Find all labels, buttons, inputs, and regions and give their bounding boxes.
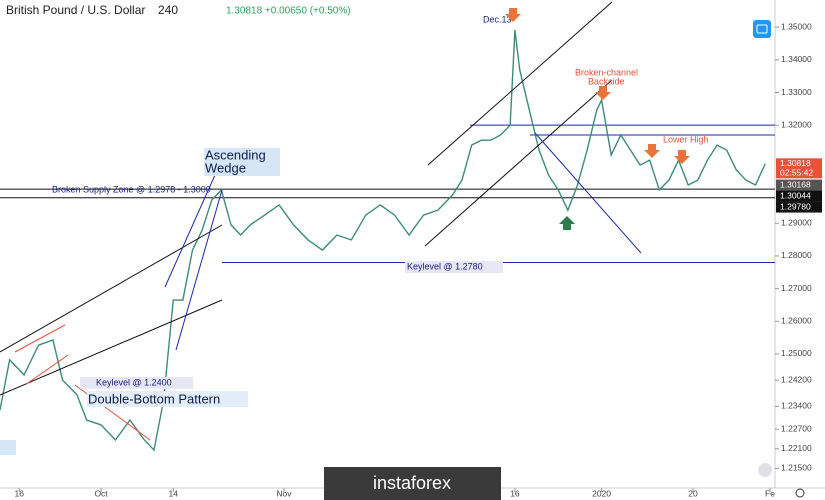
down-arrow bbox=[595, 86, 611, 100]
price-badge-label: 1.29780 bbox=[780, 201, 811, 211]
annotation: Lower High bbox=[663, 134, 709, 144]
channel-line bbox=[427, 1, 613, 166]
down-arrow bbox=[674, 150, 690, 164]
wedge-lines bbox=[164, 132, 642, 351]
down-arrow bbox=[644, 144, 660, 158]
countdown: 02:55:42 bbox=[780, 168, 813, 178]
annotation: Broken-channel bbox=[575, 67, 638, 77]
y-tick-label: 1.34000 bbox=[781, 54, 812, 64]
price-badge bbox=[776, 190, 822, 202]
price-line bbox=[0, 29, 766, 452]
y-tick-label: 1.27000 bbox=[781, 283, 812, 293]
annotation: Ascending bbox=[205, 147, 266, 162]
interval: 240 bbox=[158, 3, 178, 17]
arrows bbox=[505, 8, 690, 164]
x-tick-label: 2020 bbox=[592, 488, 611, 498]
wedge-line bbox=[175, 189, 223, 351]
y-tick-label: 1.24200 bbox=[781, 374, 812, 384]
x-tick-label: 16 bbox=[15, 488, 25, 498]
x-tick-label: 14 bbox=[169, 488, 179, 498]
y-tick-label: 1.33000 bbox=[781, 87, 812, 97]
x-tick-label: Fe bbox=[765, 488, 775, 498]
annotation: Broken Supply Zone @ 1.2978 - 1.3000 bbox=[52, 184, 211, 194]
price-badge bbox=[776, 179, 822, 191]
watermark-box bbox=[324, 467, 501, 500]
price-badge bbox=[776, 158, 822, 170]
channel-line bbox=[0, 299, 223, 396]
price-badge-label: 1.30044 bbox=[780, 190, 811, 200]
label-box bbox=[204, 148, 280, 176]
y-tick-label: 1.21500 bbox=[781, 463, 812, 473]
channel-line bbox=[0, 224, 223, 353]
y-tick-label: 1.22100 bbox=[781, 443, 812, 453]
label-box bbox=[0, 440, 16, 455]
x-tick-label: Nov bbox=[276, 488, 292, 498]
up-arrow bbox=[559, 216, 575, 230]
label-box bbox=[87, 391, 248, 407]
x-tick-label: Oct bbox=[94, 488, 108, 498]
label-box bbox=[80, 377, 193, 389]
annotation: Keylevel @ 1.2780 bbox=[407, 261, 483, 271]
price-badge-label: 1.30168 bbox=[780, 179, 811, 189]
quote: 1.30818 +0.00650 (+0.50%) bbox=[226, 6, 351, 17]
settings-icon[interactable] bbox=[795, 488, 805, 498]
flag-icon bbox=[758, 463, 772, 477]
button-icon bbox=[756, 24, 768, 34]
screenshot-button[interactable] bbox=[753, 20, 771, 38]
y-tick-label: 1.32000 bbox=[781, 119, 812, 129]
wedge-line bbox=[164, 174, 216, 288]
y-tick-label: 1.23400 bbox=[781, 401, 812, 411]
price-badge bbox=[776, 201, 822, 213]
annotation: Backside bbox=[588, 76, 625, 86]
annotation: Wedge bbox=[205, 160, 246, 175]
y-tick-label: 1.35000 bbox=[781, 21, 812, 31]
symbol-title: British Pound / U.S. Dollar bbox=[6, 3, 145, 17]
down-arrow bbox=[505, 8, 521, 22]
price-badge-label: 1.30818 bbox=[780, 158, 811, 168]
annotation: Keylevel @ 1.2400 bbox=[96, 377, 172, 387]
y-tick-label: 1.29000 bbox=[781, 217, 812, 227]
countdown-box bbox=[776, 168, 822, 179]
x-tick-label: 16 bbox=[510, 488, 520, 498]
y-tick-label: 1.26000 bbox=[781, 316, 812, 326]
y-tick-label: 1.22700 bbox=[781, 423, 812, 433]
x-tick-label: 20 bbox=[688, 488, 698, 498]
trend-lines bbox=[0, 1, 613, 396]
y-tick-label: 1.28000 bbox=[781, 250, 812, 260]
annotation: Dec.13 bbox=[483, 14, 512, 24]
y-tick-label: 1.25000 bbox=[781, 348, 812, 358]
watermark: instaforex bbox=[373, 473, 451, 493]
annotation: Double-Bottom Pattern bbox=[88, 391, 220, 406]
channel-line bbox=[424, 79, 613, 247]
trend-line bbox=[534, 132, 642, 254]
label-box bbox=[405, 261, 503, 273]
